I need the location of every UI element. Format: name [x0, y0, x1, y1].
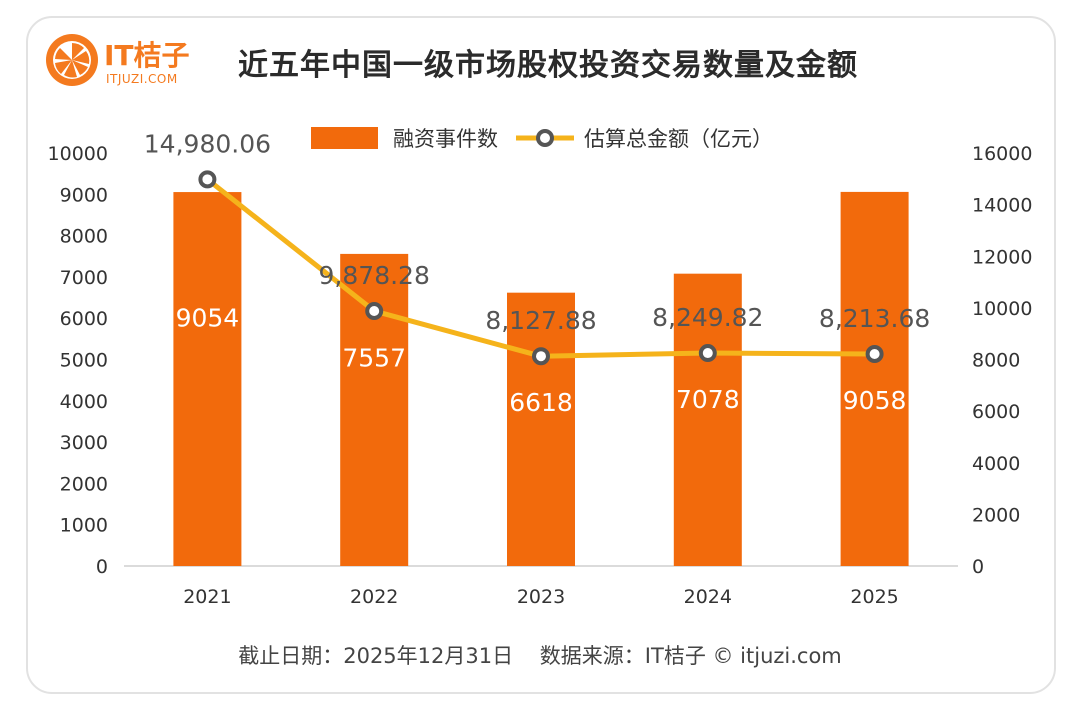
left-axis-tick-label: 8000 [60, 226, 108, 248]
logo-url: ITJUZI.COM [106, 72, 178, 86]
line-data-label: 8,127.88 [485, 306, 596, 335]
x-axis-tick-label: 2023 [517, 586, 565, 608]
bar [673, 273, 742, 566]
x-axis-tick-label: 2024 [684, 586, 732, 608]
bar-data-label: 6618 [509, 388, 573, 417]
bar-data-label: 9054 [176, 304, 240, 333]
legend-label-line: 估算总金额（亿元） [584, 127, 773, 151]
legend-label-bar: 融资事件数 [393, 127, 498, 151]
left-axis-tick-label: 1000 [60, 515, 108, 537]
legend-bar-swatch [311, 127, 378, 149]
left-axis-tick-label: 5000 [60, 350, 108, 372]
line-data-label: 14,980.06 [144, 129, 271, 158]
right-axis-tick-label: 10000 [972, 298, 1032, 320]
bar-data-label: 7557 [342, 343, 406, 372]
left-axis-tick-label: 3000 [60, 432, 108, 454]
x-axis-tick-label: 2025 [850, 586, 898, 608]
right-axis-tick-label: 12000 [972, 246, 1032, 268]
itjuzi-logo: IT桔子 ITJUZI.COM [44, 32, 204, 92]
bar-data-label: 7078 [676, 385, 740, 414]
left-axis-tick-label: 6000 [60, 308, 108, 330]
right-axis-tick-label: 6000 [972, 401, 1020, 423]
right-axis-tick-label: 8000 [972, 350, 1020, 372]
left-axis-tick-label: 9000 [60, 184, 108, 206]
right-axis-tick-label: 0 [972, 556, 984, 578]
right-axis-tick-label: 16000 [972, 143, 1032, 165]
bar [173, 192, 242, 566]
line-point [698, 344, 717, 363]
left-axis-tick-label: 2000 [60, 473, 108, 495]
bar [340, 253, 409, 566]
chart-title: 近五年中国一级市场股权投资交易数量及金额 [238, 48, 858, 83]
footer-date: 截止日期：2025年12月31日 [238, 644, 514, 668]
line-point [532, 347, 550, 366]
left-axis-tick-label: 10000 [48, 143, 108, 165]
footer-source: 数据来源：IT桔子 © itjuzi.com [539, 644, 842, 668]
right-axis-tick-label: 2000 [972, 504, 1020, 526]
line-point [865, 344, 884, 363]
left-axis-tick-label: 4000 [60, 391, 108, 413]
bar [507, 292, 575, 566]
right-axis-tick-label: 4000 [972, 453, 1020, 475]
line-data-label: 8,249.82 [652, 303, 763, 332]
line-point [365, 302, 384, 321]
line-point [198, 170, 217, 189]
left-axis-tick-label: 0 [96, 556, 108, 578]
line-data-label: 8,213.68 [819, 304, 930, 333]
legend-line-marker [536, 129, 554, 147]
x-axis-tick-label: 2021 [183, 586, 231, 608]
line-data-label: 9,878.28 [319, 261, 430, 290]
footer: 截止日期：2025年12月31日 数据来源：IT桔子 © itjuzi.com [0, 640, 1080, 670]
bar [840, 191, 909, 566]
logo-text: IT桔子 [104, 39, 190, 72]
x-axis-tick-label: 2022 [350, 586, 398, 608]
orange-slice-icon [46, 34, 98, 86]
left-axis-tick-label: 7000 [60, 267, 108, 289]
bar-data-label: 9058 [843, 386, 907, 415]
right-axis-tick-label: 14000 [972, 195, 1032, 217]
